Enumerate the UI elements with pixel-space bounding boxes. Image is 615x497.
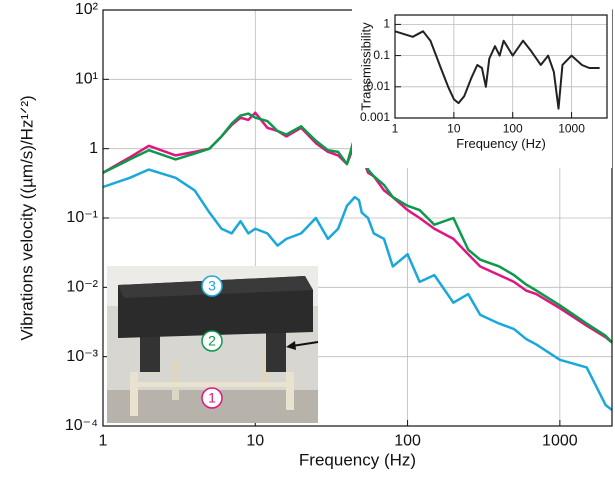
y-tick-label: 10¹	[75, 71, 98, 88]
y-tick-label: 1	[383, 17, 390, 31]
photo-arrowhead	[286, 341, 296, 350]
inset-plot: 1 10 100 1000 0.001 0.01 0.1 1 Frequency (Hz) Tra…	[352, 8, 612, 168]
y-tick-label: 10⁻¹	[66, 209, 98, 226]
x-tick-label: 10	[246, 432, 264, 449]
annotation-circle	[201, 330, 223, 352]
annotation: 3	[208, 278, 216, 294]
annotation-circle	[201, 387, 223, 409]
y-tick-label: 1	[89, 140, 98, 157]
x-tick-label: 100	[503, 122, 523, 136]
series-line	[394, 30, 600, 110]
y-tick-label: 10²	[75, 1, 99, 18]
y-tick-label: 10⁻²	[66, 279, 98, 296]
y-tick-label: 0.01	[367, 79, 391, 93]
x-tick-label: 1000	[558, 122, 585, 136]
y-axis-label: Transmissibility	[358, 22, 373, 111]
photo-leg	[130, 372, 138, 416]
y-tick-label: 10⁻³	[66, 348, 98, 365]
series-line	[102, 168, 613, 412]
plot-frame	[394, 14, 608, 119]
photo-leg	[286, 372, 294, 410]
x-axis-label: Frequency (Hz)	[299, 451, 416, 470]
x-tick-label: 100	[394, 432, 421, 449]
photo-isolator	[140, 330, 160, 372]
annotation: 2	[208, 333, 216, 349]
annotation: 1	[208, 390, 216, 406]
y-tick-label: 0.1	[373, 48, 390, 62]
plot-area	[395, 15, 607, 118]
y-tick-label: 10⁻⁴	[65, 417, 98, 434]
x-tick-label: 10	[447, 122, 461, 136]
photo-leg	[262, 355, 269, 390]
x-tick-label: 1	[99, 432, 108, 449]
photo-inset: 3 2 1	[107, 266, 319, 423]
photo-isolator	[266, 330, 286, 372]
y-axis-label: Vibrations velocity ((µm/s)/Hz¹ᐟ²)	[17, 95, 36, 340]
photo-bar	[138, 382, 286, 387]
annotation-circle	[201, 275, 223, 297]
x-tick-label: 1	[392, 122, 399, 136]
x-axis-label: Frequency (Hz)	[456, 136, 546, 151]
x-tick-label: 1000	[542, 432, 578, 449]
y-tick-label: 0.001	[360, 110, 390, 124]
photo-leg	[172, 360, 179, 400]
photo-arrow	[291, 341, 319, 347]
